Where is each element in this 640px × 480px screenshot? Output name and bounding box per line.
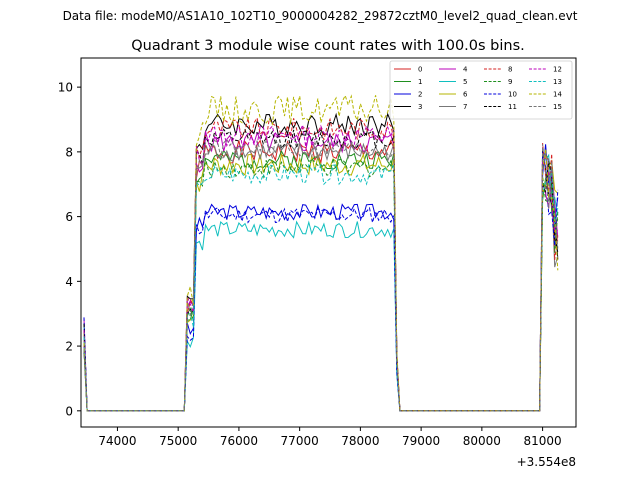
legend-label-15: 15 bbox=[553, 103, 562, 111]
axes: 74000 75000 76000 77000 78000 79000 80000 81000… bbox=[58, 57, 577, 448]
series-line-9 bbox=[83, 157, 559, 412]
legend-label-13: 13 bbox=[553, 78, 562, 86]
y-tick-label: 4 bbox=[65, 275, 73, 289]
series-line-14 bbox=[83, 94, 559, 412]
series-line-5 bbox=[83, 153, 559, 412]
series-line-2 bbox=[83, 144, 559, 412]
x-tick-label: 75000 bbox=[159, 434, 197, 448]
series-line-4 bbox=[83, 130, 559, 412]
series-line-13 bbox=[83, 163, 559, 412]
legend-box bbox=[389, 60, 573, 120]
legend-label-0: 0 bbox=[418, 66, 422, 74]
chart-title: Quadrant 3 module wise count rates with … bbox=[131, 38, 525, 54]
series-line-15 bbox=[83, 137, 559, 412]
legend-label-14: 14 bbox=[553, 91, 562, 99]
series-line-0 bbox=[83, 139, 559, 412]
legend-label-3: 3 bbox=[418, 103, 422, 111]
y-tick-label: 2 bbox=[65, 340, 73, 354]
plot-frame bbox=[80, 57, 577, 428]
series-line-10 bbox=[83, 151, 559, 412]
y-tick-label: 8 bbox=[65, 145, 73, 159]
series-line-7 bbox=[83, 141, 559, 412]
legend-label-8: 8 bbox=[508, 66, 512, 74]
legend-label-1: 1 bbox=[418, 78, 422, 86]
legend-label-2: 2 bbox=[418, 91, 422, 99]
data-file-label: Data file: modeM0/AS1A10_102T10_90000042… bbox=[63, 9, 578, 23]
y-tick-label: 10 bbox=[58, 81, 73, 95]
x-tick-label: 76000 bbox=[220, 434, 258, 448]
legend-label-9: 9 bbox=[508, 78, 512, 86]
x-tick-label: 81000 bbox=[524, 434, 562, 448]
legend-label-6: 6 bbox=[463, 91, 468, 99]
legend-label-10: 10 bbox=[508, 91, 517, 99]
legend-label-5: 5 bbox=[463, 78, 467, 86]
series-line-1 bbox=[83, 149, 559, 412]
legend-label-12: 12 bbox=[553, 66, 562, 74]
x-tick-label: 77000 bbox=[281, 434, 319, 448]
x-tick-label: 79000 bbox=[402, 434, 440, 448]
series-line-6 bbox=[83, 152, 559, 412]
y-tick-label: 6 bbox=[65, 210, 73, 224]
x-tick-label: 74000 bbox=[98, 434, 136, 448]
series-line-11 bbox=[83, 128, 559, 412]
legend-label-7: 7 bbox=[463, 103, 467, 111]
x-tick-label: 80000 bbox=[463, 434, 501, 448]
plot-area bbox=[83, 94, 559, 412]
legend-label-11: 11 bbox=[508, 103, 517, 111]
series-line-3 bbox=[83, 112, 559, 412]
legend-label-4: 4 bbox=[463, 66, 468, 74]
x-axis-offset-label: +3.554e8 bbox=[517, 455, 576, 469]
x-tick-label: 78000 bbox=[341, 434, 379, 448]
y-tick-label: 0 bbox=[65, 404, 73, 418]
